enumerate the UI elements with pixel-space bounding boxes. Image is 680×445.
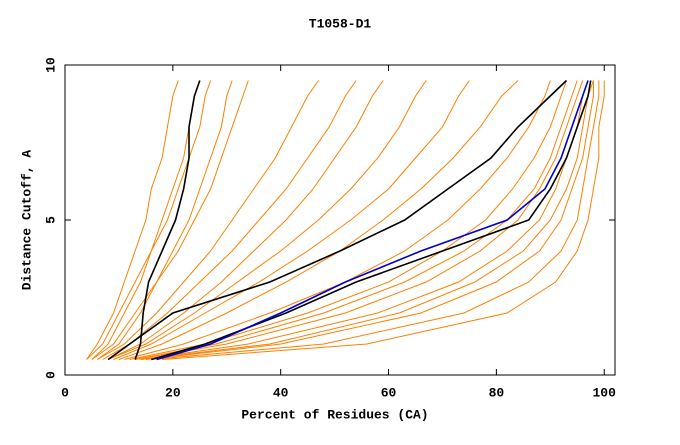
y-tick-label: 10 [43,57,58,73]
y-tick-label: 0 [43,371,58,379]
x-tick-label: 0 [61,385,69,400]
series-line [135,80,584,360]
series-line [107,80,427,360]
series-line [86,80,179,360]
y-axis-label: Distance Cutoff, A [19,150,34,291]
series-line [156,80,589,361]
series-line [140,80,589,360]
series-line [129,80,567,360]
series-line [162,80,605,360]
series-line [140,80,594,360]
x-axis-label: Percent of Residues (CA) [241,407,428,422]
x-tick-label: 20 [165,385,181,400]
series-line [97,80,233,360]
chart-title: T1058-D1 [309,16,372,31]
x-tick-label: 100 [593,385,617,400]
x-tick-label: 40 [273,385,289,400]
series-line [124,80,551,360]
series-line [118,80,519,360]
series-line [107,80,384,360]
x-tick-label: 60 [381,385,397,400]
series-line [134,80,201,360]
series-line [151,80,600,360]
series-line [91,80,249,360]
series-line [113,80,470,360]
series-line [145,80,594,360]
series-line [97,80,319,360]
series-line [107,79,568,361]
x-tick-label: 80 [489,385,505,400]
series-line [86,80,212,360]
series-line [102,80,357,360]
plot-frame [64,64,616,376]
y-tick-label: 5 [43,216,58,224]
